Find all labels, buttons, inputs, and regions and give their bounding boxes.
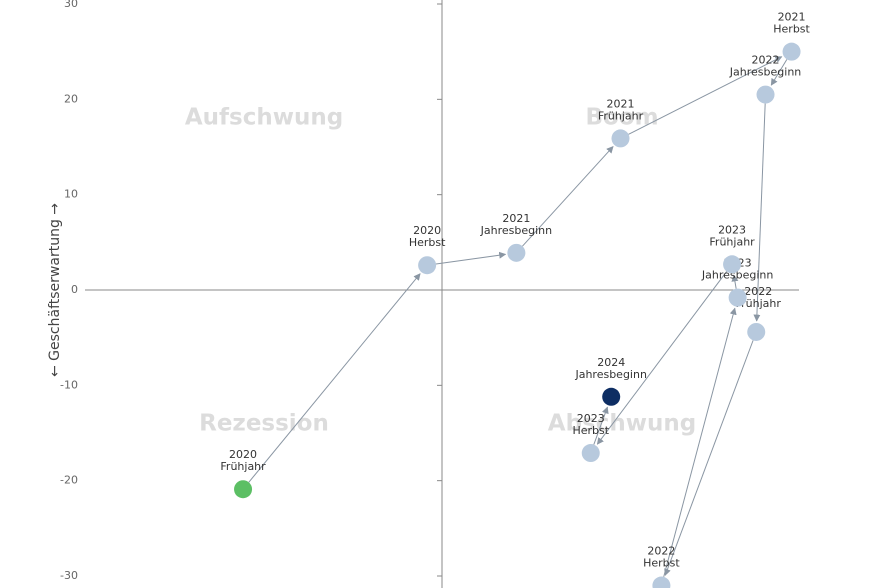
point-season: Jahresbeginn [574, 368, 646, 381]
trajectory-arrow [248, 273, 421, 483]
trajectory-arrow [628, 56, 783, 135]
quadrant-label: Boom [585, 105, 658, 131]
point [602, 387, 621, 406]
y-tick-label: -20 [60, 474, 78, 487]
point-year: 2021 [502, 212, 530, 225]
point-season: Frühjahr [709, 235, 755, 248]
y-tick-label: 0 [71, 283, 78, 296]
point-season: Jahresbeginn [701, 269, 773, 282]
point-season: Herbst [773, 23, 810, 36]
point-season: Herbst [409, 236, 446, 249]
trajectory-arrow [593, 406, 609, 445]
point-year: 2020 [413, 224, 441, 237]
trajectory-arrow [770, 59, 788, 86]
trajectory-arrow [731, 274, 739, 289]
point [611, 129, 630, 148]
trajectory-arrow [596, 271, 728, 445]
point-year: 2023 [718, 223, 746, 236]
quadrant-label: Rezession [199, 411, 329, 437]
trajectory-arrow [435, 251, 507, 265]
y-tick-label: 30 [64, 0, 78, 10]
point-season: Jahresbeginn [480, 224, 552, 237]
point [507, 243, 526, 262]
point-season: Herbst [643, 557, 680, 570]
point [581, 444, 600, 463]
point-year: 2022 [752, 54, 780, 67]
point-season: Jahresbeginn [729, 66, 801, 79]
point [234, 480, 253, 499]
trajectory-arrow [663, 307, 737, 577]
point-season: Frühjahr [598, 109, 644, 122]
point-year: 2022 [647, 545, 675, 558]
point [756, 85, 775, 104]
quadrant-label: Aufschwung [185, 105, 343, 131]
point [723, 255, 742, 274]
y-tick-label: -30 [60, 569, 78, 582]
point-year: 2024 [597, 356, 625, 369]
y-tick-label: 10 [64, 188, 78, 201]
point-year: 2021 [607, 97, 635, 110]
point-season: Frühjahr [220, 460, 266, 473]
y-tick-label: 20 [64, 92, 78, 105]
point-season: Frühjahr [736, 297, 782, 310]
point-season: Herbst [572, 424, 609, 437]
y-axis-label: ← Geschäftserwartung → [47, 203, 63, 377]
point [782, 42, 801, 61]
trajectory-arrow [664, 340, 754, 576]
point-year: 2021 [778, 11, 806, 24]
y-tick-label: -10 [60, 378, 78, 391]
point [747, 322, 766, 341]
point [652, 576, 671, 588]
point-year: 2023 [577, 412, 605, 425]
trajectory-arrow [753, 103, 766, 322]
trajectory-arrow [522, 146, 614, 247]
point-year: 2020 [229, 448, 257, 461]
quadrant-label: Abschwung [548, 411, 696, 437]
point [418, 256, 437, 275]
point-year: 2022 [744, 285, 772, 298]
point [728, 288, 747, 307]
